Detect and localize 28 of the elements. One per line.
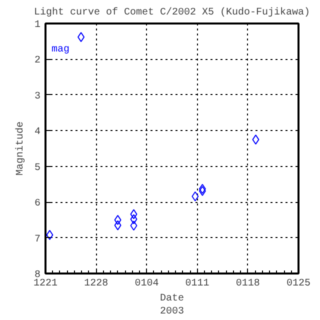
y-tick-label: 3 <box>34 91 41 102</box>
x-tick-label: 1221 <box>34 278 58 290</box>
point <box>198 186 206 196</box>
series-label: mag <box>52 44 70 56</box>
y-tick-label: 7 <box>34 234 41 246</box>
y-tick-label: 4 <box>34 127 41 138</box>
point <box>192 191 199 202</box>
y-axis-title: Magnitude <box>14 121 26 176</box>
point <box>130 214 138 224</box>
y-tick-label: 1 <box>34 20 41 31</box>
y-tick-label: 2 <box>34 56 41 67</box>
point <box>198 184 206 194</box>
point <box>114 220 122 230</box>
x-tick-label: 0125 <box>286 278 311 290</box>
point <box>130 220 138 231</box>
x-tick-label: 0118 <box>236 278 260 290</box>
x-tick-label: 0104 <box>134 278 159 290</box>
x-tick-label: 1228 <box>84 278 108 290</box>
y-tick-label: 6 <box>34 198 41 210</box>
point <box>78 32 85 42</box>
x-axis-title: Date 2003 <box>160 294 184 318</box>
point <box>130 209 138 220</box>
chart-title: Light curve of Comet C/2002 X5 (Kudo-Fujikawa) <box>34 6 310 18</box>
point <box>252 134 260 145</box>
point <box>114 214 122 225</box>
y-tick-label: 5 <box>34 162 41 174</box>
point <box>46 230 54 240</box>
x-tick-label: 0111 <box>185 278 210 290</box>
